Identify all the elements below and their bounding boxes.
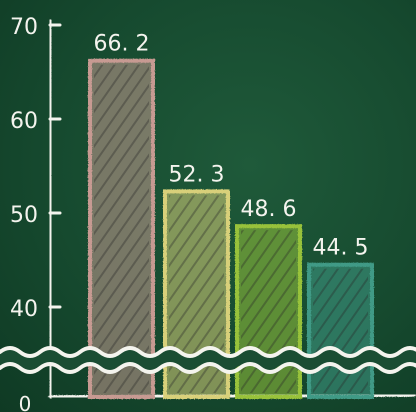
y-tick-label-60: 60 (10, 109, 38, 134)
y-tick-label-40: 40 (10, 297, 38, 322)
bar-hatch-1 (94, 64, 149, 393)
bar-hatch-4 (313, 268, 368, 393)
bar-value-label-1: 66. 2 (94, 32, 150, 57)
axis-break-line-bottom (0, 362, 416, 374)
y-tick-label-50: 50 (10, 203, 38, 228)
bar-value-label-3: 48. 6 (241, 197, 297, 222)
y-axis-line (48, 19, 53, 399)
y-tick-label-70: 70 (10, 15, 38, 40)
y-zero-label: 0 (19, 392, 32, 412)
bar-value-label-2: 52. 3 (169, 162, 225, 187)
bar-value-label-4: 44. 5 (313, 236, 369, 261)
axis-break-gap (0, 348, 416, 372)
axis-break-line-top (0, 346, 416, 358)
